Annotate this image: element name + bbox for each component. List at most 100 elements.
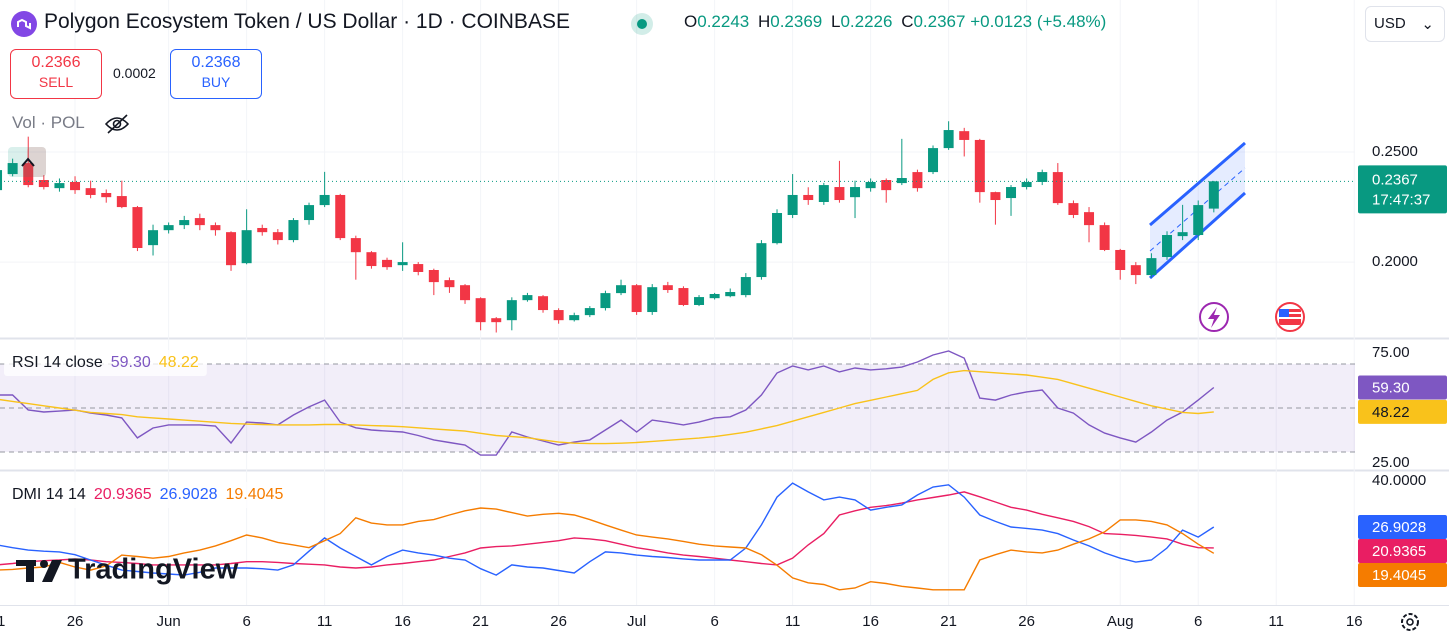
indicator-title: RSI 14 close [12,354,103,371]
candle-body [647,287,658,313]
value-badge [1358,538,1447,563]
candle-body [569,315,580,321]
candle-body [7,163,18,175]
flag-icon[interactable] [1275,302,1305,332]
candle-body [1130,265,1141,276]
x-tick-label: 16 [862,613,879,630]
x-tick-label: 11 [1268,613,1284,630]
channel-top [1149,141,1246,227]
volume-legend: Vol · POL [12,113,85,132]
ohlc-key: C [901,12,914,31]
chevron [21,157,35,167]
lightning-icon[interactable] [1199,302,1229,332]
candle-body [366,252,377,267]
symbol-title: Polygon Ecosystem Token / US Dollar · 1D… [44,10,570,33]
countdown-label: 17:47:37 [1372,191,1430,208]
ohlc-value: 0.2226 [840,12,893,31]
x-tick-label: 26 [550,613,567,630]
currency-select[interactable]: USD ⌄ [1365,6,1445,42]
gear [1401,613,1419,631]
dropdown-caret: ⌄ [1421,16,1434,33]
legend-bg [4,350,207,376]
candle-body [818,185,829,203]
candle-body [272,232,283,241]
legend-value: 19.4045 [226,486,284,503]
indicator-line [0,350,1215,456]
channel-bottom [1148,191,1247,280]
logo-mark [17,18,31,30]
candle-body [694,297,705,305]
value-badge-label: 48.22 [1372,404,1410,421]
candle-body [881,180,892,191]
value-badge [1358,514,1447,539]
candle-body [740,277,751,296]
ohlc-value: 0.2369 [770,12,823,31]
buy-label: BUY [201,74,231,90]
candle-body [304,205,315,221]
candle-body [928,148,939,173]
button-bg [8,147,46,177]
spread: 0.0002 [113,65,156,81]
candle-body [1193,205,1204,236]
candle-body [772,213,783,244]
settings-icon[interactable] [1401,613,1419,631]
candle-body [1208,181,1219,209]
y-tick-label: 40.0000 [1372,472,1426,489]
candle-body [990,192,1001,201]
buy-button[interactable]: 0.2368 BUY [170,49,262,99]
x-tick-label: 21 [0,613,5,630]
candle-body [85,188,96,195]
flag-white [1279,312,1301,314]
candle-body [1115,249,1126,271]
x-tick-label: 6 [1194,613,1202,630]
candle-body [1037,172,1048,182]
candle-body [491,318,502,323]
candle-body [959,131,970,140]
sell-button[interactable]: 0.2366 SELL [10,49,102,99]
value-badge [1358,399,1447,424]
watermark-text: TradingView [68,554,239,586]
y-tick-label: 0.2500 [1372,143,1418,160]
candle-body [506,300,517,321]
status-dot [637,19,647,29]
legend-value: 48.22 [159,354,199,371]
button-bg [27,147,46,177]
candle-body [475,298,486,323]
value-badge-label: 59.30 [1372,380,1410,397]
value-badge-label: 26.9028 [1372,519,1426,536]
candle-body [0,170,3,191]
candle-body [787,194,798,215]
indicator-line [0,491,1214,569]
value-badge [1358,562,1447,587]
ohlc-value: 0.2367 [913,12,966,31]
value-badge-label: 19.4045 [1372,567,1426,584]
logo-slash [42,560,62,582]
x-tick-label: 11 [317,613,333,630]
indicator-line [0,482,1215,576]
candle-body [116,196,127,208]
logo-stem [26,560,34,582]
candle-body [522,295,533,301]
candle-body [413,264,424,272]
candle-body [1084,212,1095,226]
candle-body [1162,235,1173,258]
collapse-button[interactable] [8,147,46,177]
candle-body [803,194,814,201]
pupil [112,119,122,129]
flag-canton [1279,309,1289,317]
candle-body [23,163,34,186]
watermark: TradingView [16,554,239,586]
flag-white [1279,317,1301,319]
icon-bolt [1208,307,1220,328]
candle-body [896,178,907,184]
change: +0.0123 (+5.48%) [970,12,1107,31]
candle-body [460,285,471,301]
candle-body [38,180,49,188]
candle-body [241,230,252,264]
eye-off-icon[interactable] [104,114,130,134]
candle-body [350,238,361,253]
logo-dot [40,560,48,568]
x-tick-label: Jun [157,613,181,630]
indicator-line [0,369,1214,445]
